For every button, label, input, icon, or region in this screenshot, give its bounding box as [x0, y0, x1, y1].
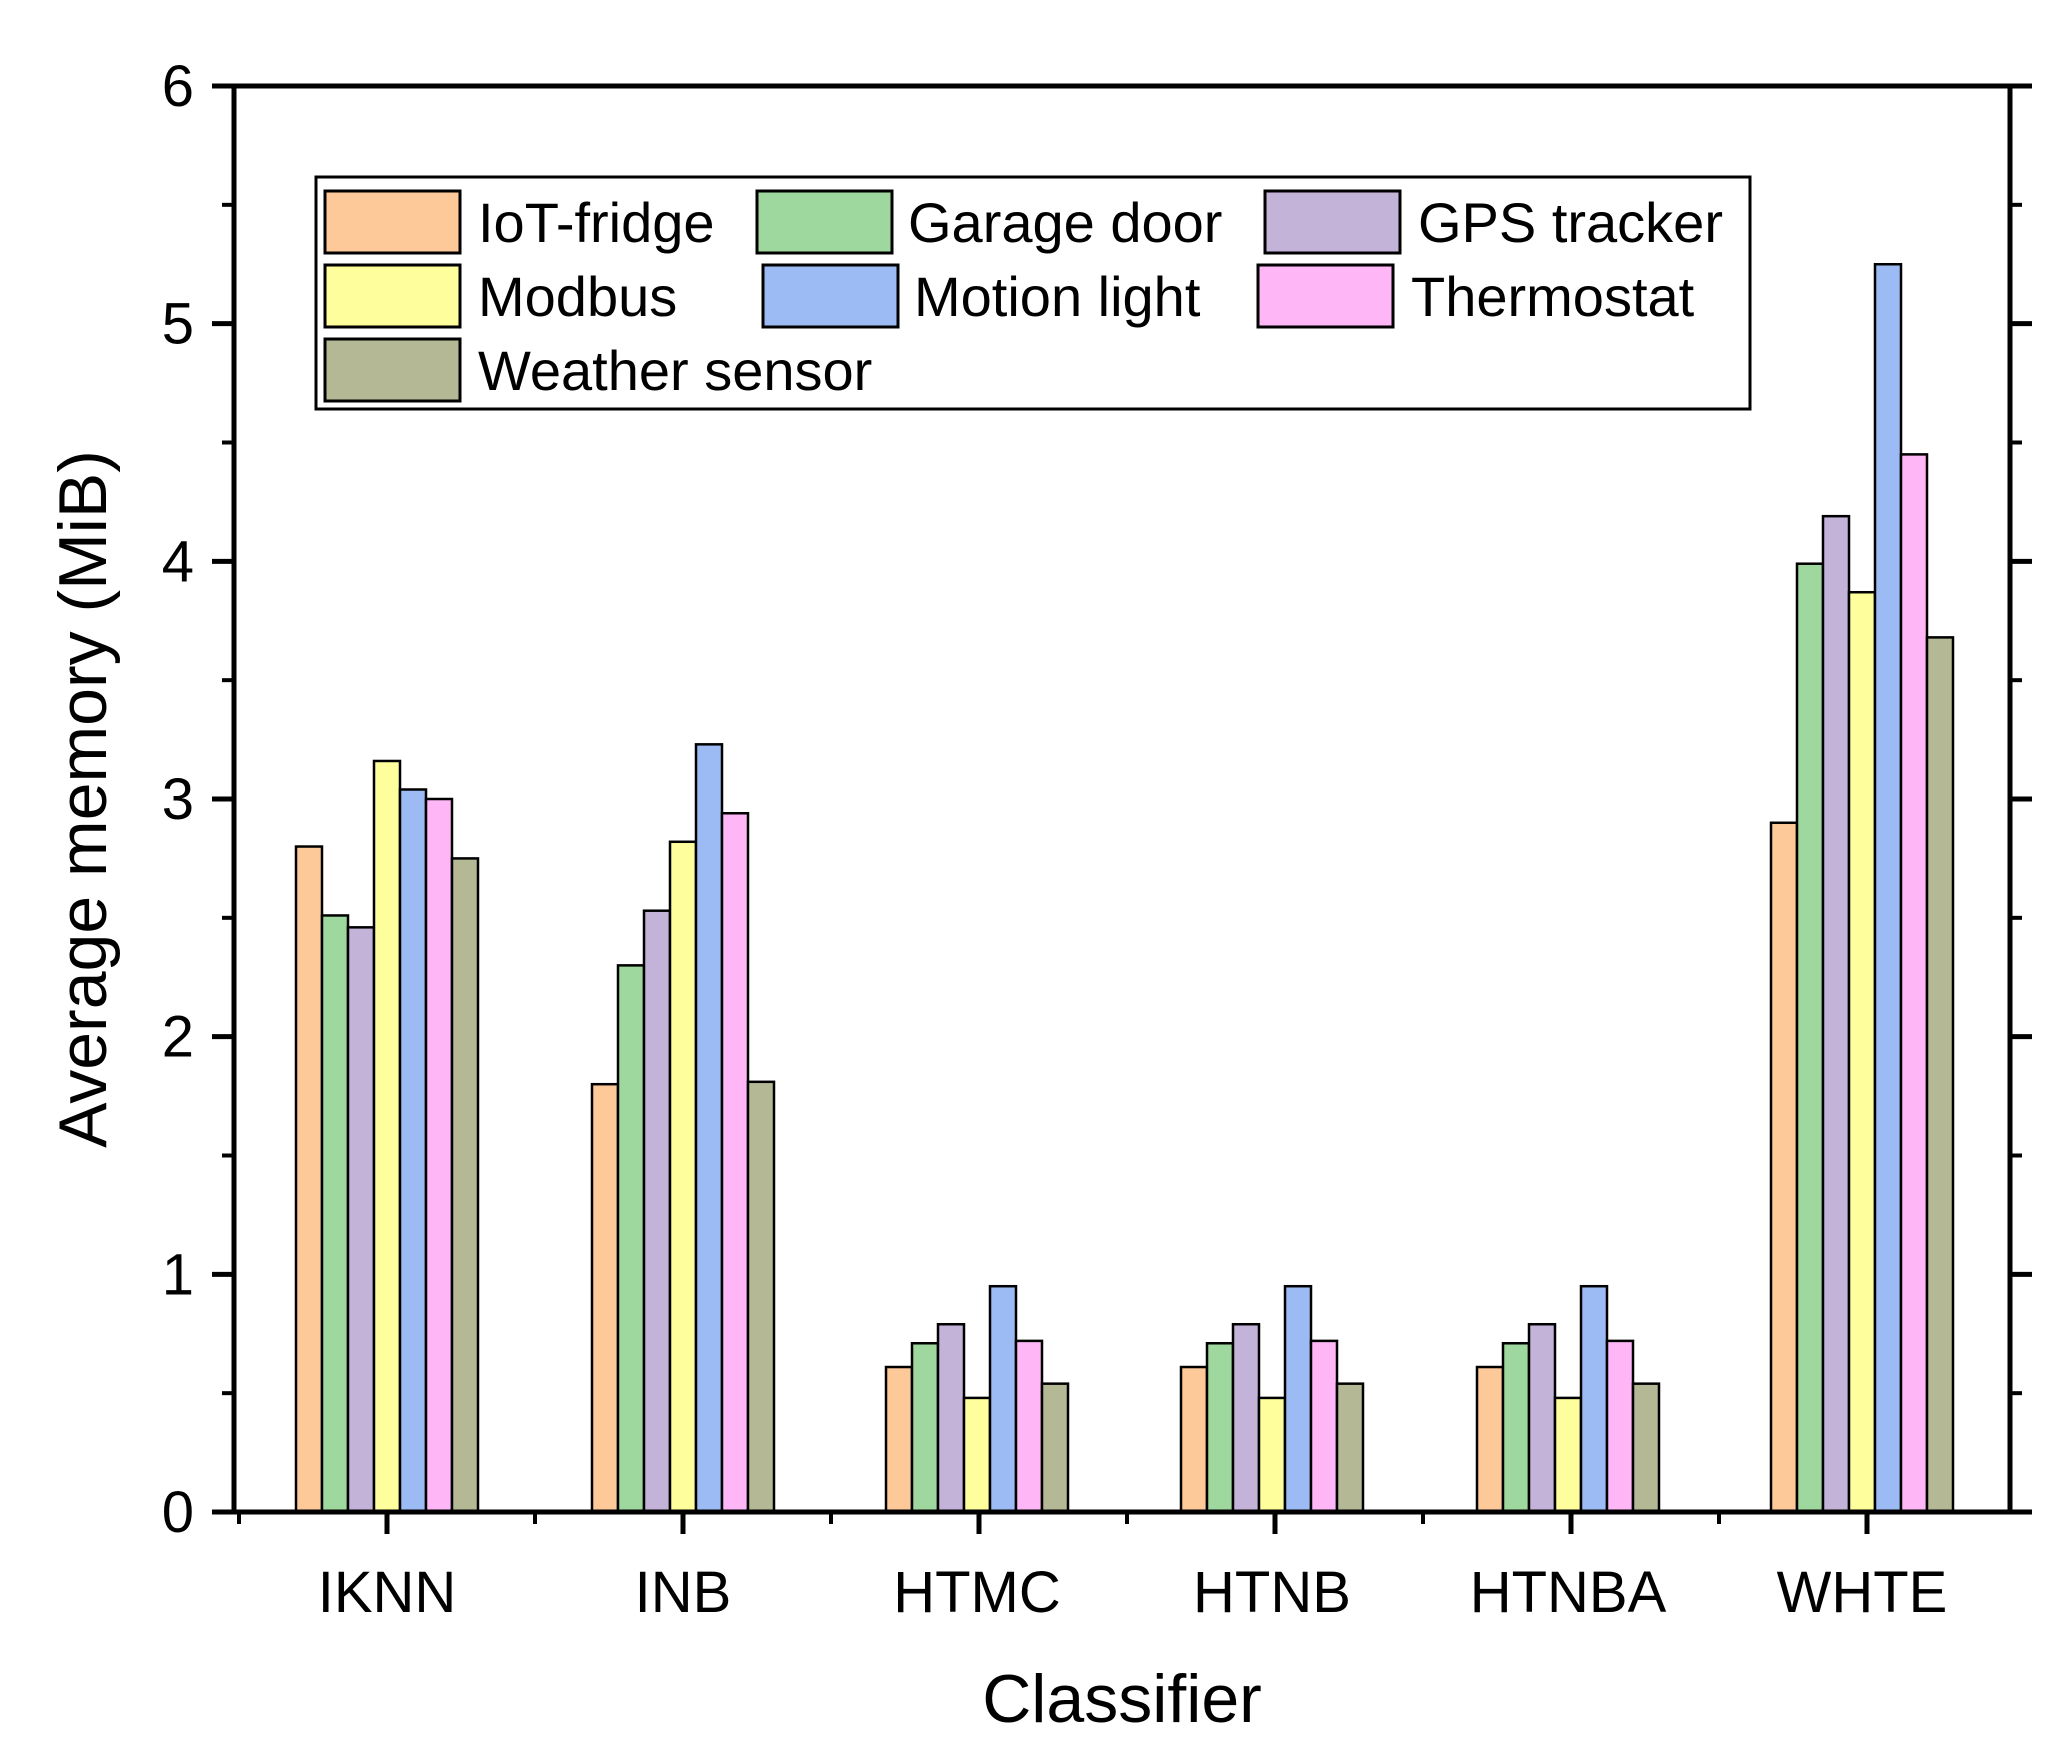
bar-whte-motion-light: [1873, 263, 1903, 1514]
x-tick-label: IKNN: [318, 1560, 457, 1625]
bar-htnba-thermostat: [1605, 1339, 1635, 1514]
legend: IoT-fridge Garage door GPS tracker Modbus Mo…: [314, 175, 1752, 411]
bar-whte-gps-tracker: [1821, 514, 1851, 1514]
bar-htmc-garage-door: [910, 1342, 940, 1514]
bar-iknn-iot-fridge: [294, 845, 324, 1514]
y-tick-label: 1: [162, 1242, 194, 1307]
bar-inb-garage-door: [616, 964, 646, 1514]
y-tick-label: 2: [162, 1005, 194, 1070]
bar-htnba-gps-tracker: [1527, 1322, 1557, 1514]
legend-label-weather-sensor: Weather sensor: [478, 339, 872, 402]
bar-iknn-weather-sensor: [450, 857, 480, 1514]
bar-htmc-gps-tracker: [936, 1322, 966, 1514]
legend-label-garage-door: Garage door: [908, 191, 1222, 254]
x-tick-label: HTNB: [1193, 1560, 1351, 1625]
legend-swatch-modbus: [323, 263, 462, 329]
bar-htnba-iot-fridge: [1475, 1365, 1505, 1514]
bar-whte-thermostat: [1899, 453, 1929, 1514]
bars-layer: [294, 263, 1955, 1514]
bar-htmc-modbus: [962, 1396, 992, 1514]
y-axis: 0 1 2 3 4 5 6: [162, 54, 2032, 1545]
legend-swatch-gps-tracker: [1263, 189, 1402, 255]
y-axis-title: Average memory (MiB): [45, 450, 121, 1148]
legend-swatch-thermostat: [1256, 263, 1395, 329]
bar-htnba-modbus: [1553, 1396, 1583, 1514]
legend-swatch-garage-door: [755, 189, 894, 255]
bar-inb-weather-sensor: [746, 1080, 776, 1514]
bar-htnba-weather-sensor: [1631, 1382, 1661, 1514]
legend-swatch-iot-fridge: [323, 189, 462, 255]
bar-htnb-thermostat: [1309, 1339, 1339, 1514]
legend-label-thermostat: Thermostat: [1411, 265, 1695, 328]
bar-whte-weather-sensor: [1925, 636, 1955, 1514]
legend-label-iot-fridge: IoT-fridge: [478, 191, 715, 254]
bar-iknn-garage-door: [320, 914, 350, 1514]
bar-iknn-motion-light: [398, 788, 428, 1514]
y-tick-label: 0: [162, 1480, 194, 1545]
x-axis: IKNN INB HTMC HTNB HTNBA WHTE: [237, 1512, 1948, 1625]
legend-label-gps-tracker: GPS tracker: [1418, 191, 1723, 254]
bar-iknn-gps-tracker: [346, 926, 376, 1514]
y-tick-label: 4: [162, 529, 194, 594]
bar-whte-garage-door: [1795, 562, 1825, 1514]
bar-htmc-iot-fridge: [884, 1365, 914, 1514]
bar-htnb-motion-light: [1283, 1284, 1313, 1514]
bar-inb-motion-light: [694, 743, 724, 1514]
legend-swatch-weather-sensor: [323, 337, 462, 403]
y-tick-label: 3: [162, 767, 194, 832]
bar-whte-modbus: [1847, 590, 1877, 1514]
x-axis-title: Classifier: [982, 1661, 1262, 1737]
bar-htnb-garage-door: [1205, 1342, 1235, 1514]
bar-whte-iot-fridge: [1769, 821, 1799, 1514]
bar-inb-iot-fridge: [590, 1082, 620, 1514]
x-tick-label: INB: [635, 1560, 732, 1625]
x-tick-label: WHTE: [1777, 1560, 1948, 1625]
legend-label-modbus: Modbus: [478, 265, 677, 328]
y-tick-label: 5: [162, 292, 194, 357]
bar-htmc-motion-light: [988, 1284, 1018, 1514]
legend-swatch-motion-light: [761, 263, 900, 329]
bar-htnba-garage-door: [1501, 1342, 1531, 1514]
bar-htnb-modbus: [1257, 1396, 1287, 1514]
bar-htmc-thermostat: [1014, 1339, 1044, 1514]
bar-inb-modbus: [668, 840, 698, 1514]
bar-iknn-thermostat: [424, 797, 454, 1514]
bar-htnb-iot-fridge: [1179, 1365, 1209, 1514]
bar-iknn-modbus: [372, 759, 402, 1514]
bar-htmc-weather-sensor: [1040, 1382, 1070, 1514]
legend-box: [314, 175, 1752, 411]
legend-label-motion-light: Motion light: [914, 265, 1201, 328]
bar-htnb-weather-sensor: [1335, 1382, 1365, 1514]
x-tick-label: HTNBA: [1470, 1560, 1667, 1625]
x-tick-label: HTMC: [893, 1560, 1061, 1625]
bar-inb-thermostat: [720, 812, 750, 1514]
bar-inb-gps-tracker: [642, 909, 672, 1514]
bar-htnba-motion-light: [1579, 1284, 1609, 1514]
y-tick-label: 6: [162, 54, 194, 119]
bar-htnb-gps-tracker: [1231, 1322, 1261, 1514]
